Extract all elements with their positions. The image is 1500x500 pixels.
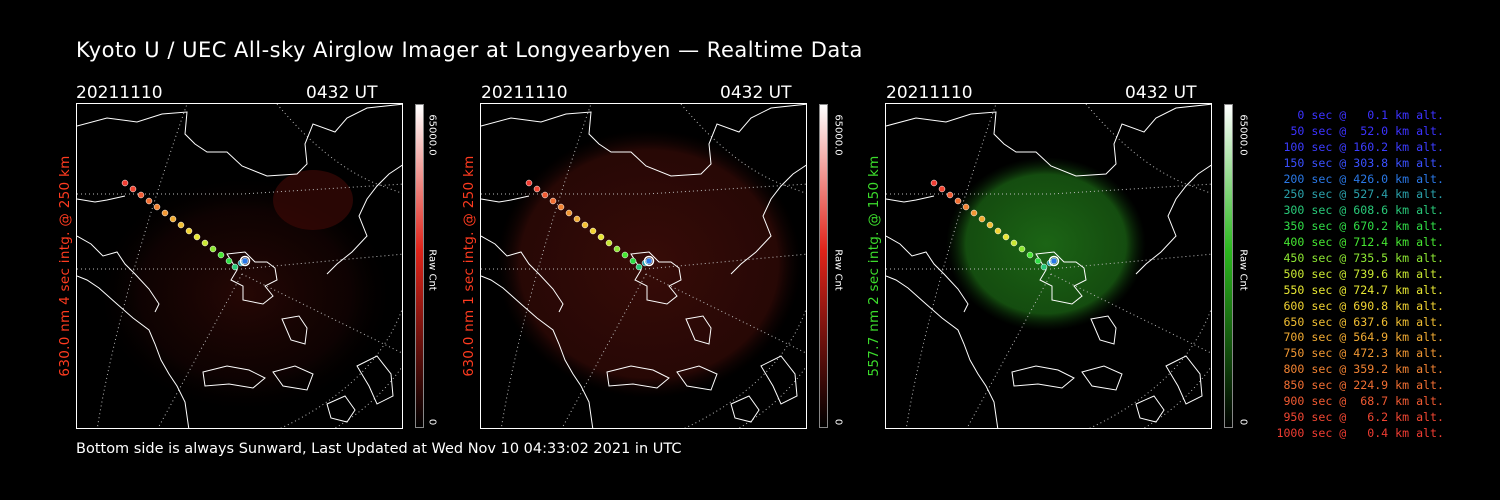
panel-3-cbar-label: Raw Cnt — [1237, 249, 1249, 291]
legend-row: 500 sec @ 739.6 km alt. — [1283, 266, 1444, 281]
panel-3-side-label: 557.7 nm 2 sec intg. @ 150 km — [866, 155, 882, 377]
legend-row: 250 sec @ 527.4 km alt. — [1283, 187, 1444, 202]
trajectory-legend: 0 sec @ 0.1 km alt. 50 sec @ 52.0 km alt… — [1262, 108, 1444, 442]
panel-1-date: 20211110 — [76, 83, 163, 103]
legend-row: 850 sec @ 224.9 km alt. — [1283, 378, 1444, 393]
panel-2-map — [481, 104, 806, 428]
legend-row: 650 sec @ 637.6 km alt. — [1283, 314, 1444, 329]
panel-2-side-label: 630.0 nm 1 sec intg. @ 250 km — [461, 155, 477, 377]
panel-2-colorbar — [819, 104, 828, 428]
panel-3-cbar-min: 0 — [1237, 418, 1249, 426]
page-title: Kyoto U / UEC All-sky Airglow Imager at … — [76, 38, 863, 62]
panel-3-date: 20211110 — [886, 83, 973, 103]
legend-row: 550 sec @ 724.7 km alt. — [1283, 282, 1444, 297]
panel-2-cbar-max: 65000.0 — [832, 114, 844, 156]
legend-row: 300 sec @ 608.6 km alt. — [1283, 203, 1444, 218]
legend-row: 600 sec @ 690.8 km alt. — [1283, 298, 1444, 313]
panel-1-cbar-label: Raw Cnt — [426, 249, 438, 291]
legend-row: 950 sec @ 6.2 km alt. — [1283, 409, 1444, 424]
panel-2-time: 0432 UT — [720, 83, 792, 103]
panel-1-cbar-min: 0 — [426, 418, 438, 426]
panel-3-time: 0432 UT — [1125, 83, 1197, 103]
legend-row: 200 sec @ 426.0 km alt. — [1283, 171, 1444, 186]
panel-1-cbar-max: 65000.0 — [426, 114, 438, 156]
panel-2-cbar-min: 0 — [832, 418, 844, 426]
legend-row: 1000 sec @ 0.4 km alt. — [1276, 425, 1444, 440]
legend-row: 900 sec @ 68.7 km alt. — [1283, 394, 1444, 409]
panel-2-cbar-label: Raw Cnt — [832, 249, 844, 291]
panel-1-image[interactable] — [76, 103, 403, 429]
legend-row: 400 sec @ 712.4 km alt. — [1283, 235, 1444, 250]
panel-2-image[interactable] — [480, 103, 807, 429]
panel-3-colorbar — [1224, 104, 1233, 428]
panel-3-image[interactable] — [885, 103, 1212, 429]
legend-row: 750 sec @ 472.3 km alt. — [1283, 346, 1444, 361]
panel-1-map — [77, 104, 402, 428]
panel-3-map — [886, 104, 1211, 428]
panel-2-date: 20211110 — [481, 83, 568, 103]
panel-1-side-label: 630.0 nm 4 sec intg. @ 250 km — [57, 155, 73, 377]
legend-row: 100 sec @ 160.2 km alt. — [1283, 139, 1444, 154]
panel-1-colorbar — [415, 104, 424, 428]
legend-row: 150 sec @ 303.8 km alt. — [1283, 155, 1444, 170]
panel-1-time: 0432 UT — [306, 83, 378, 103]
legend-row: 0 sec @ 0.1 km alt. — [1297, 108, 1444, 122]
legend-row: 50 sec @ 52.0 km alt. — [1290, 123, 1444, 138]
legend-row: 450 sec @ 735.5 km alt. — [1283, 251, 1444, 266]
panel-3-cbar-max: 65000.0 — [1237, 114, 1249, 156]
legend-row: 350 sec @ 670.2 km alt. — [1283, 219, 1444, 234]
legend-row: 700 sec @ 564.9 km alt. — [1283, 330, 1444, 345]
footer-status: Bottom side is always Sunward, Last Upda… — [76, 441, 682, 457]
legend-row: 800 sec @ 359.2 km alt. — [1283, 362, 1444, 377]
